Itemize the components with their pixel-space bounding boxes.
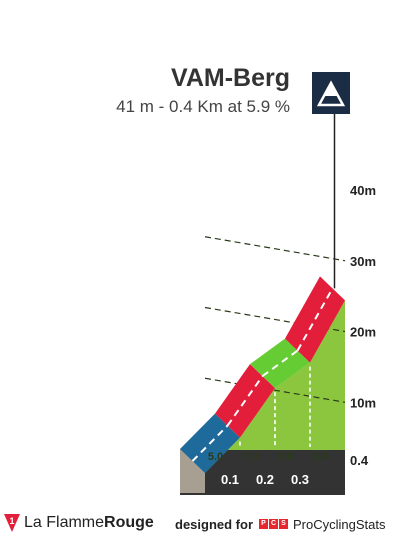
- summit-peak-icon: [325, 85, 337, 96]
- profile-baseline-strip: [180, 450, 345, 495]
- climb-title: VAM-Berg: [171, 64, 290, 92]
- distance-tick-label: 0.3: [291, 472, 309, 487]
- ribbon-centerline: [261, 349, 299, 377]
- summit-marker: [312, 72, 350, 289]
- designed-for-text: designed for: [175, 517, 254, 532]
- altitude-gridline: [204, 236, 346, 262]
- pcs-letter: S: [279, 519, 288, 529]
- gradient-label: 5.0: [208, 451, 223, 463]
- distance-tick-label: 0.2: [256, 472, 274, 487]
- profile-labels: 10m 20m 30m 40m 0.4 5.0 7.0 3.6 8.8 0.1 0.2 0.3: [208, 183, 376, 487]
- mountain-summit-icon: [316, 80, 346, 107]
- footer: 1 La FlammeRouge designed for P C S ProC…: [0, 508, 405, 542]
- la-flamme-rouge-logo[interactable]: 1 La FlammeRouge: [4, 514, 154, 532]
- climb-subtitle: 41 m - 0.4 Km at 5.9 %: [116, 97, 290, 116]
- brand-text: La FlammeRouge: [24, 514, 154, 531]
- pcs-logo-icon: P C S: [259, 519, 289, 529]
- altitude-tick-label: 20m: [350, 325, 376, 340]
- flame-flag-icon: 1: [4, 514, 20, 532]
- profile-gridlines: [204, 236, 346, 447]
- altitude-gridline: [204, 306, 346, 333]
- procyclingstats-link[interactable]: ProCyclingStats: [293, 517, 386, 532]
- gradient-label: 8.8: [313, 451, 328, 463]
- ribbon-centerline: [226, 375, 264, 427]
- pcs-letter: P: [259, 519, 268, 529]
- altitude-tick-label: 40m: [350, 183, 376, 198]
- gradient-ribbon: [180, 276, 345, 473]
- climb-profile-chart: 10m 20m 30m 40m 0.4 5.0 7.0 3.6 8.8 0.1 0.2 0.3: [180, 72, 376, 495]
- gradient-label: 3.6: [278, 451, 293, 463]
- svg-text:1: 1: [9, 516, 14, 526]
- gradient-segment: [250, 338, 310, 389]
- ribbon-centerline: [191, 424, 229, 462]
- start-altitude-label: 0.4: [350, 453, 369, 468]
- distance-tick-label: 0.1: [221, 472, 239, 487]
- gradient-segment: [285, 276, 345, 363]
- pcs-letter: C: [269, 519, 278, 529]
- gradient-label: 7.0: [243, 451, 258, 463]
- altitude-gridline: [204, 377, 346, 403]
- altitude-tick-label: 30m: [350, 254, 376, 269]
- altitude-tick-label: 10m: [350, 395, 376, 410]
